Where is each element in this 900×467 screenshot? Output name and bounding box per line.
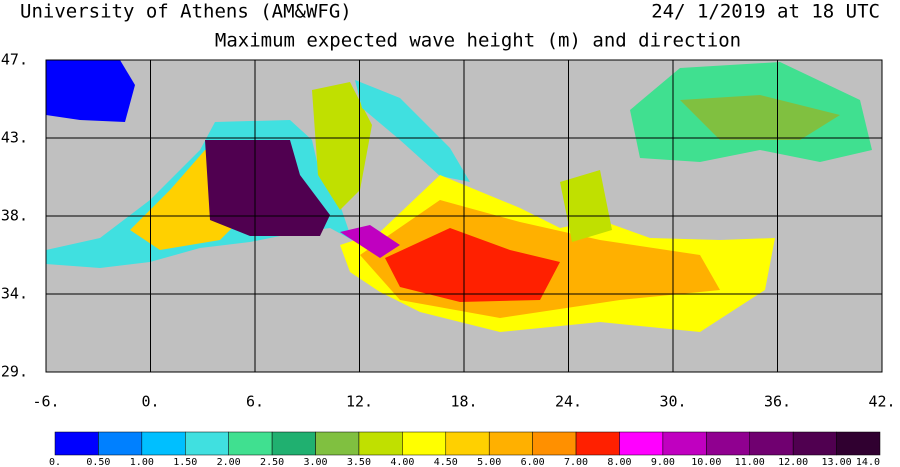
y-tick-label: 29. [1,363,28,381]
colorbar-label: 2.00 [217,457,241,467]
colorbar-label: 1.00 [130,457,154,467]
x-tick-label: 30. [659,393,686,411]
x-tick-label: 12. [346,393,373,411]
colorbar-label: 4.00 [390,457,414,467]
colorbar-swatch [532,431,577,456]
colorbar-swatch [185,431,229,456]
colorbar-swatch [271,431,316,456]
colorbar-label: 9.00 [651,457,675,467]
colorbar-swatch [488,431,533,456]
colorbar-label: 3.00 [303,457,327,467]
colorbar-swatch [358,431,403,456]
colorbar-swatch [792,431,837,456]
x-tick-label: 42. [868,393,895,411]
datetime: 24/ 1/2019 at 18 UTC [651,1,880,23]
colorbar-label: 0. [49,457,61,467]
colorbar-label: 8.00 [607,457,631,467]
colorbar-label: 12.00 [778,457,808,467]
x-tick-label: 0. [141,393,159,411]
colorbar-label: 1.50 [173,457,197,467]
colorbar-swatch [619,431,664,456]
x-tick-label: 24. [555,393,582,411]
y-tick-label: 43. [1,129,28,147]
colorbar-swatch [98,431,143,456]
y-tick-label: 47. [1,51,28,69]
colorbar-swatch [662,431,707,456]
colorbar-label: 0.50 [86,457,110,467]
sea-fields [46,60,872,332]
colorbar-label: 3.50 [347,457,371,467]
title: Maximum expected wave height (m) and dir… [215,30,741,52]
colorbar-swatch [836,431,881,456]
colorbar-label: 6.00 [521,457,545,467]
colorbar-swatch [54,431,99,456]
x-tick-label: 18. [450,393,477,411]
colorbar-swatch [445,431,490,456]
institution: University of Athens (AM&WFG) [20,1,352,23]
colorbar-label: 11.00 [735,457,765,467]
colorbar-swatch [315,431,360,456]
colorbar-swatch [706,431,750,456]
colorbar-swatch [749,431,794,456]
colorbar-swatch [228,431,273,456]
y-tick-label: 34. [1,285,28,303]
colorbar-label: 4.50 [434,457,458,467]
colorbar-label: 10.00 [691,457,721,467]
colorbar-label: 7.00 [564,457,588,467]
x-tick-label: 36. [764,393,791,411]
x-tick-label: -6. [32,393,59,411]
colorbar-swatch [575,431,620,456]
colorbar-swatch [402,431,447,456]
colorbar-label: 2.50 [260,457,284,467]
colorbar-swatch [141,431,186,456]
colorbar-label: 14.0 [856,457,880,467]
y-tick-label: 38. [1,207,28,225]
colorbar-label: 5.00 [477,457,501,467]
x-tick-label: 6. [246,393,264,411]
colorbar-label: 13.00 [822,457,852,467]
map-frame [45,59,883,373]
